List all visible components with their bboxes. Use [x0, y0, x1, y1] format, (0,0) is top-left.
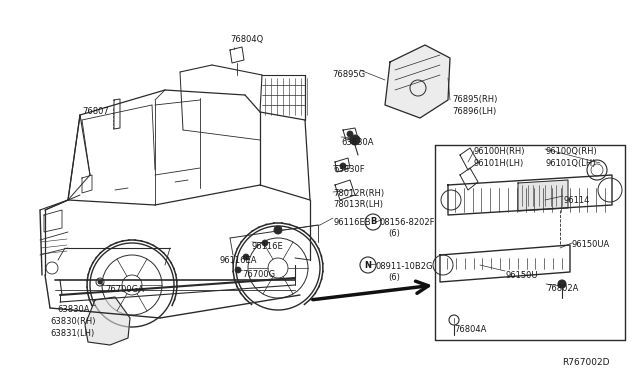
Text: 96101Q(LH): 96101Q(LH) — [545, 159, 595, 168]
Circle shape — [243, 254, 249, 260]
Text: 63830(RH): 63830(RH) — [50, 317, 95, 326]
Text: 76804A: 76804A — [454, 325, 486, 334]
Text: 96100Q(RH): 96100Q(RH) — [545, 147, 596, 156]
Text: B: B — [370, 218, 376, 227]
Text: 96116EA: 96116EA — [220, 256, 257, 265]
Circle shape — [350, 135, 360, 145]
Text: 96150U: 96150U — [505, 271, 538, 280]
Text: 76896(LH): 76896(LH) — [452, 107, 496, 116]
Text: 76700G: 76700G — [242, 270, 275, 279]
Text: 96101H(LH): 96101H(LH) — [474, 159, 524, 168]
Circle shape — [340, 163, 346, 169]
Text: 96150UA: 96150UA — [572, 240, 611, 249]
Text: 76807: 76807 — [83, 107, 109, 116]
Text: N: N — [365, 260, 371, 269]
Text: 96116E: 96116E — [252, 242, 284, 251]
Text: R767002D: R767002D — [563, 358, 610, 367]
Text: (6): (6) — [388, 229, 400, 238]
Text: 76895G: 76895G — [332, 70, 365, 79]
Polygon shape — [385, 45, 450, 118]
Circle shape — [558, 280, 566, 288]
Text: (6): (6) — [388, 273, 400, 282]
Circle shape — [347, 131, 353, 137]
Text: 76700GA: 76700GA — [105, 285, 144, 294]
Polygon shape — [85, 297, 130, 345]
Text: 96114: 96114 — [564, 196, 590, 205]
Circle shape — [235, 267, 241, 273]
Text: 76895(RH): 76895(RH) — [452, 95, 497, 104]
Text: 76804Q: 76804Q — [230, 35, 263, 44]
Text: 63830A: 63830A — [341, 138, 374, 147]
Text: 63830F: 63830F — [333, 165, 365, 174]
Text: 96116EB: 96116EB — [333, 218, 371, 227]
Text: 63830A: 63830A — [57, 305, 90, 314]
Text: 76802A: 76802A — [546, 284, 579, 293]
Circle shape — [262, 240, 268, 246]
Polygon shape — [518, 180, 568, 211]
Text: 63831(LH): 63831(LH) — [50, 329, 94, 338]
Circle shape — [98, 280, 102, 284]
Text: 96100H(RH): 96100H(RH) — [474, 147, 525, 156]
Text: 08911-10B2G: 08911-10B2G — [375, 262, 433, 271]
Circle shape — [274, 226, 282, 234]
Text: 78013R(LH): 78013R(LH) — [333, 200, 383, 209]
Text: 78012R(RH): 78012R(RH) — [333, 189, 384, 198]
Text: 08156-8202F: 08156-8202F — [380, 218, 435, 227]
